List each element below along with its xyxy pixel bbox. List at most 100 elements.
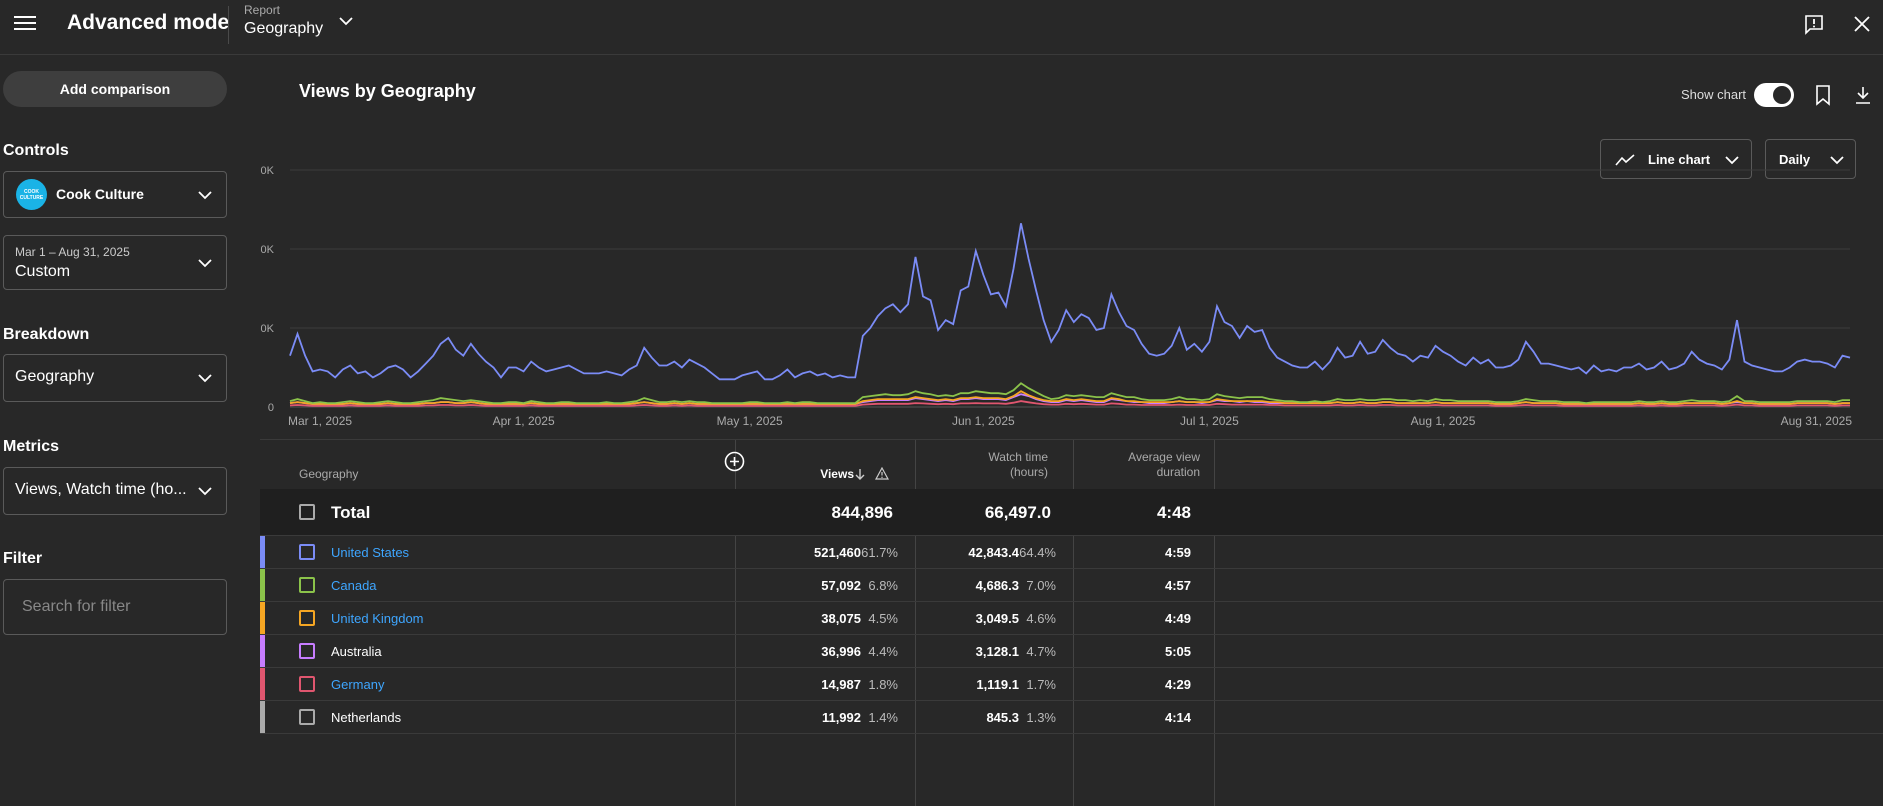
total-views: 844,896 — [831, 503, 893, 522]
views-percent: 4.5% — [868, 611, 898, 626]
views-percent: 4.4% — [868, 644, 898, 659]
chevron-down-icon — [198, 190, 212, 199]
show-chart-toggle[interactable] — [1754, 83, 1794, 107]
date-range: Mar 1 – Aug 31, 2025 — [15, 245, 130, 259]
table-header: Geography Views Watch time (hours) Averag… — [260, 439, 1883, 489]
watch-time-percent: 7.0% — [1026, 578, 1056, 593]
channel-name: Cook Culture — [56, 186, 144, 202]
views-percent: 1.4% — [868, 710, 898, 725]
avd-value: 4:49 — [1164, 611, 1191, 626]
granularity-select[interactable]: Daily — [1765, 139, 1856, 179]
series-line-canada — [289, 382, 1850, 405]
row-checkbox[interactable] — [299, 643, 315, 659]
series-color-bar — [260, 701, 265, 733]
series-line-germany — [289, 400, 1850, 407]
views-percent: 6.8% — [868, 578, 898, 593]
geography-name[interactable]: Germany — [331, 677, 385, 692]
avd-value: 4:59 — [1164, 545, 1191, 560]
column-divider — [735, 439, 736, 806]
page-title: Advanced mode — [67, 11, 230, 34]
col-header-views[interactable]: Views — [820, 467, 854, 481]
add-comparison-button[interactable]: Add comparison — [3, 71, 227, 107]
views-value: 521,460 — [814, 545, 861, 560]
download-icon[interactable] — [1853, 84, 1873, 106]
feedback-icon[interactable] — [1803, 13, 1825, 35]
x-tick-label: Apr 1, 2025 — [493, 414, 555, 428]
breakdown-heading: Breakdown — [3, 326, 90, 343]
close-icon[interactable] — [1851, 13, 1873, 35]
chevron-down-icon — [339, 17, 353, 26]
granularity-value: Daily — [1779, 152, 1811, 167]
menu-icon[interactable] — [14, 12, 36, 32]
x-tick-label: Jun 1, 2025 — [952, 414, 1015, 428]
views-line-chart: 0 4.0K 8.0K 12.0K Mar 1, 2025 Apr 1, 2025 May … — [260, 166, 1853, 428]
watch-time-percent: 4.6% — [1026, 611, 1056, 626]
channel-logo: COOK CULTURE — [16, 179, 47, 210]
geography-name: Australia — [331, 644, 382, 659]
watch-time-percent: 1.3% — [1026, 710, 1056, 725]
column-divider — [1073, 439, 1074, 806]
table-row: United Kingdom 38,075 4.5% 3,049.5 4.6% 4:49 — [260, 602, 1883, 635]
watch-time-value: 3,128.1 — [975, 644, 1019, 659]
views-percent: 61.7% — [861, 545, 898, 560]
row-checkbox[interactable] — [299, 577, 315, 593]
chevron-down-icon — [1725, 156, 1739, 165]
col-header-avd[interactable]: Average view duration — [1080, 450, 1200, 480]
x-tick-label: Aug 31, 2025 — [1781, 414, 1853, 428]
total-checkbox[interactable] — [299, 504, 315, 520]
x-tick-label: May 1, 2025 — [717, 414, 783, 428]
filter-search-input[interactable] — [3, 579, 227, 635]
main-panel: Views by Geography Show chart Line chart… — [260, 56, 1883, 806]
bookmark-icon[interactable] — [1813, 84, 1833, 106]
geography-name[interactable]: United Kingdom — [331, 611, 424, 626]
table-row-total: Total 844,896 66,497.0 4:48 — [260, 489, 1883, 536]
breakdown-select[interactable]: Geography — [3, 354, 227, 402]
controls-heading: Controls — [3, 142, 69, 159]
warning-icon[interactable] — [875, 467, 889, 480]
chevron-down-icon — [198, 374, 212, 383]
watch-time-value: 845.3 — [986, 710, 1019, 725]
chevron-down-icon — [198, 258, 212, 267]
channel-select[interactable]: COOK CULTURE Cook Culture — [3, 171, 227, 218]
date-range-select[interactable]: Mar 1 – Aug 31, 2025 Custom — [3, 235, 227, 290]
avd-value: 4:29 — [1164, 677, 1191, 692]
total-avd: 4:48 — [1156, 503, 1191, 522]
col-header-watch-time[interactable]: Watch time (hours) — [928, 450, 1048, 480]
chart-type-select[interactable]: Line chart — [1600, 139, 1752, 179]
avd-value: 4:57 — [1164, 578, 1191, 593]
geography-name[interactable]: Canada — [331, 578, 377, 593]
filter-heading: Filter — [3, 550, 43, 567]
series-color-bar — [260, 602, 265, 634]
series-color-bar — [260, 635, 265, 667]
views-value: 38,075 — [821, 611, 861, 626]
x-tick-label: Mar 1, 2025 — [288, 414, 352, 428]
row-checkbox[interactable] — [299, 709, 315, 725]
table-row: United States 521,460 61.7% 42,843.4 64.4% 4:… — [260, 536, 1883, 569]
geography-name[interactable]: United States — [331, 545, 410, 560]
col-header-watch-line1: Watch time — [988, 450, 1048, 464]
sort-down-icon[interactable] — [854, 468, 866, 481]
line-chart-icon — [1615, 154, 1635, 166]
series-color-bar — [260, 668, 265, 700]
row-checkbox[interactable] — [299, 676, 315, 692]
add-metric-icon[interactable] — [724, 451, 745, 472]
watch-time-value: 1,119.1 — [976, 677, 1019, 692]
toggle-knob — [1773, 86, 1791, 104]
chevron-down-icon — [198, 487, 212, 496]
metrics-select[interactable]: Views, Watch time (ho... — [3, 467, 227, 515]
top-bar: Advanced mode Report Geography — [0, 0, 1883, 55]
chevron-down-icon — [1830, 156, 1844, 165]
views-value: 36,996 — [821, 644, 861, 659]
report-picker[interactable]: Report Geography — [244, 2, 364, 46]
metrics-heading: Metrics — [3, 438, 60, 455]
views-value: 11,992 — [821, 710, 861, 725]
watch-time-value: 4,686.3 — [975, 578, 1019, 593]
chart-title: Views by Geography — [299, 81, 476, 101]
sidebar: Add comparison Controls COOK CULTURE Coo… — [0, 56, 240, 806]
y-tick-label: 8.0K — [260, 244, 275, 256]
date-preset: Custom — [15, 263, 71, 280]
total-watch-time: 66,497.0 — [984, 503, 1051, 522]
table-body: United States 521,460 61.7% 42,843.4 64.4% 4:… — [260, 536, 1883, 734]
row-checkbox[interactable] — [299, 610, 315, 626]
row-checkbox[interactable] — [299, 544, 315, 560]
